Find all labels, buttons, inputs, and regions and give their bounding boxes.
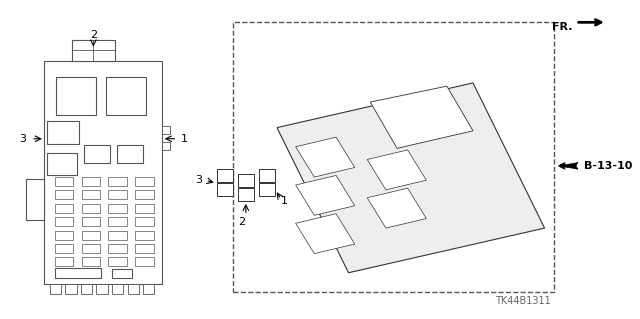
Bar xyxy=(108,177,127,186)
Bar xyxy=(108,244,127,253)
Bar xyxy=(72,40,115,61)
Bar xyxy=(117,145,143,163)
Bar xyxy=(135,190,154,199)
Bar xyxy=(44,61,162,284)
Bar xyxy=(108,204,127,213)
Polygon shape xyxy=(371,86,473,148)
Bar xyxy=(84,145,110,163)
Bar xyxy=(108,217,127,226)
Polygon shape xyxy=(277,83,545,273)
Text: FR.: FR. xyxy=(552,22,573,32)
Bar xyxy=(216,183,233,196)
Bar xyxy=(97,284,108,294)
Polygon shape xyxy=(296,137,355,177)
Bar xyxy=(55,177,74,186)
Bar xyxy=(108,257,127,266)
Bar xyxy=(81,257,100,266)
Bar xyxy=(47,121,79,144)
Bar xyxy=(106,77,147,115)
Bar xyxy=(81,190,100,199)
Bar xyxy=(162,142,170,150)
Bar xyxy=(162,126,170,134)
Bar xyxy=(26,179,44,220)
Bar xyxy=(135,244,154,253)
Bar xyxy=(56,77,97,115)
Bar xyxy=(55,204,74,213)
Bar xyxy=(237,188,254,201)
Text: 2: 2 xyxy=(90,30,97,40)
Bar xyxy=(259,169,275,182)
Bar xyxy=(55,217,74,226)
Polygon shape xyxy=(296,214,355,254)
Bar xyxy=(127,284,139,294)
Polygon shape xyxy=(367,150,426,190)
Bar xyxy=(143,284,154,294)
Text: 3: 3 xyxy=(195,175,202,185)
Text: 2: 2 xyxy=(238,217,245,227)
Bar xyxy=(135,217,154,226)
Text: 1: 1 xyxy=(282,196,288,206)
Bar xyxy=(65,284,77,294)
Bar xyxy=(216,169,233,182)
Bar xyxy=(234,22,554,292)
Bar xyxy=(50,284,61,294)
Bar xyxy=(55,190,74,199)
Bar xyxy=(135,257,154,266)
Bar xyxy=(108,190,127,199)
Bar xyxy=(81,177,100,186)
Bar xyxy=(135,231,154,240)
Bar xyxy=(81,204,100,213)
Polygon shape xyxy=(296,175,355,215)
Bar xyxy=(135,177,154,186)
Polygon shape xyxy=(367,188,426,228)
Bar xyxy=(55,231,74,240)
Bar xyxy=(112,269,132,278)
Text: B-13-10: B-13-10 xyxy=(584,161,632,171)
Bar xyxy=(55,257,74,266)
Bar xyxy=(259,183,275,196)
Bar xyxy=(55,268,102,278)
Bar xyxy=(47,153,77,175)
Text: TK44B1311: TK44B1311 xyxy=(495,296,550,307)
Bar xyxy=(81,244,100,253)
Bar xyxy=(237,174,254,187)
Bar xyxy=(81,217,100,226)
Bar xyxy=(108,231,127,240)
Text: 1: 1 xyxy=(180,134,188,144)
Text: 3: 3 xyxy=(19,134,26,144)
Bar xyxy=(112,284,124,294)
Bar xyxy=(135,204,154,213)
Bar xyxy=(81,231,100,240)
Bar xyxy=(55,244,74,253)
Bar xyxy=(81,284,92,294)
